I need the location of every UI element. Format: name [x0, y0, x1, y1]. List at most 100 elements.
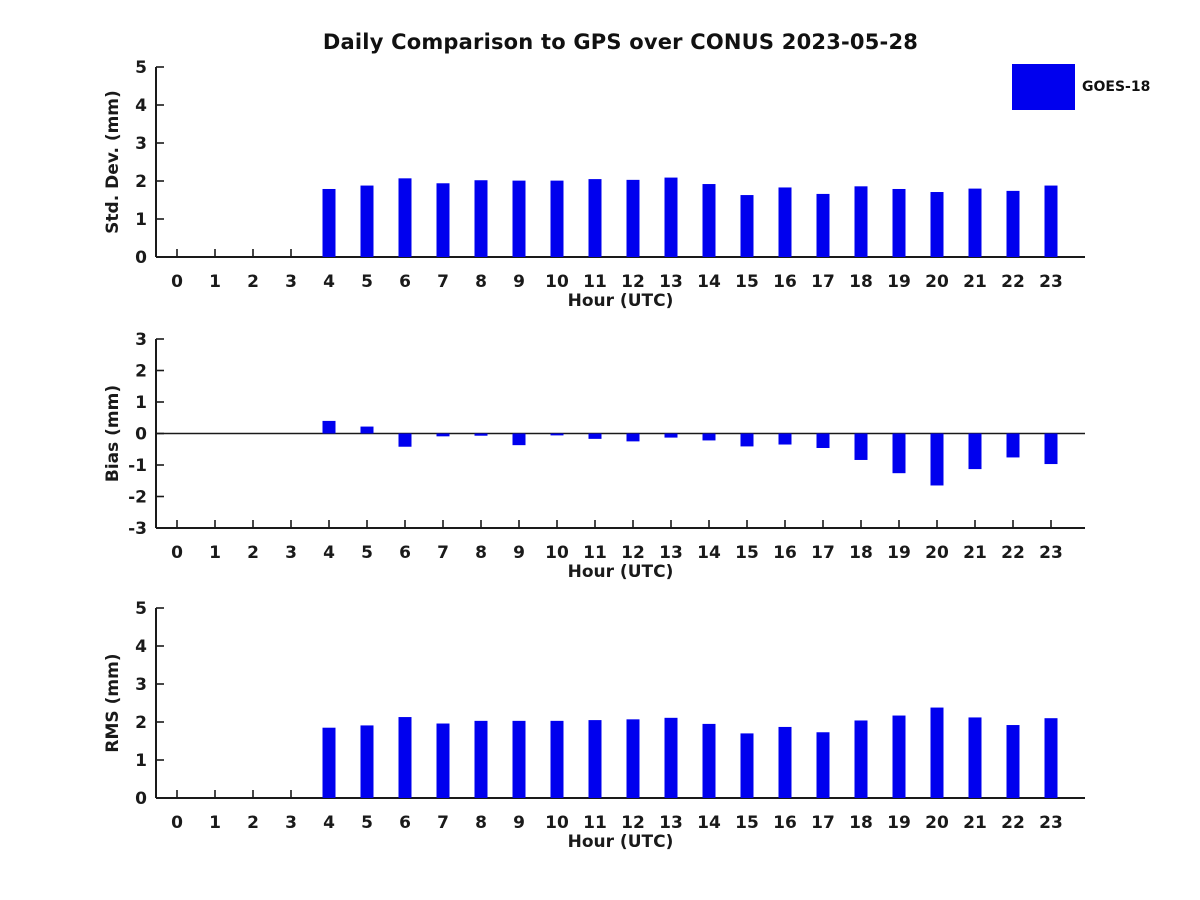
bar-goes-18-h7: [436, 433, 450, 437]
bar-goes-18-h9: [512, 180, 526, 257]
bar-goes-18-h9: [512, 433, 526, 446]
bar-goes-18-h10: [550, 720, 564, 798]
bar-goes-18-h20: [930, 192, 944, 257]
bar-goes-18-h4: [322, 420, 336, 434]
bar-goes-18-h4: [322, 188, 336, 257]
y-tick-label: 5: [135, 58, 147, 78]
x-tick-label: 4: [323, 272, 335, 292]
x-tick-label: 0: [171, 272, 183, 292]
x-tick-label: 7: [437, 272, 449, 292]
x-tick-label: 15: [735, 813, 759, 833]
x-tick-label: 21: [963, 813, 987, 833]
x-tick-label: 12: [621, 813, 645, 833]
x-tick-label: 14: [697, 543, 721, 563]
x-tick-label: 9: [513, 813, 525, 833]
bar-goes-18-h14: [702, 433, 716, 441]
bar-goes-18-h15: [740, 433, 754, 447]
y-axis-label: Std. Dev. (mm): [103, 90, 123, 234]
x-tick-label: 9: [513, 272, 525, 292]
y-axis-label: RMS (mm): [103, 653, 123, 752]
bar-goes-18-h8: [474, 433, 488, 436]
bar-goes-18-h12: [626, 179, 640, 257]
x-tick-label: 5: [361, 813, 373, 833]
x-tick-label: 19: [887, 272, 911, 292]
legend-swatch-goes18: [1012, 64, 1075, 110]
bar-goes-18-h16: [778, 187, 792, 257]
y-tick-label: -3: [128, 519, 147, 539]
x-tick-label: 14: [697, 813, 721, 833]
bar-goes-18-h21: [968, 188, 982, 257]
bar-goes-18-h17: [816, 193, 830, 257]
x-tick-label: 10: [545, 272, 569, 292]
x-axis-label: Hour (UTC): [568, 562, 674, 582]
bar-goes-18-h18: [854, 186, 868, 257]
bar-goes-18-h7: [436, 183, 450, 257]
bar-goes-18-h18: [854, 720, 868, 798]
bar-goes-18-h17: [816, 732, 830, 798]
x-tick-label: 16: [773, 813, 797, 833]
x-tick-label: 21: [963, 272, 987, 292]
bar-goes-18-h16: [778, 433, 792, 445]
bar-goes-18-h12: [626, 433, 640, 442]
bar-goes-18-h15: [740, 733, 754, 798]
bar-goes-18-h14: [702, 184, 716, 257]
legend: GOES-18: [1012, 64, 1150, 110]
bar-goes-18-h13: [664, 433, 678, 438]
x-tick-label: 0: [171, 813, 183, 833]
x-tick-label: 8: [475, 272, 487, 292]
x-tick-label: 7: [437, 813, 449, 833]
x-tick-label: 1: [209, 272, 221, 292]
x-tick-label: 11: [583, 543, 607, 563]
y-tick-label: -1: [128, 456, 147, 476]
y-tick-label: 1: [135, 393, 147, 413]
y-tick-label: 2: [135, 713, 147, 733]
x-tick-label: 23: [1039, 543, 1063, 563]
bar-goes-18-h19: [892, 433, 906, 474]
x-tick-label: 17: [811, 813, 835, 833]
x-tick-label: 1: [209, 543, 221, 563]
x-tick-label: 4: [323, 543, 335, 563]
x-tick-label: 15: [735, 272, 759, 292]
x-tick-label: 2: [247, 813, 259, 833]
chart-title: Daily Comparison to GPS over CONUS 2023-…: [322, 30, 919, 54]
x-tick-label: 3: [285, 272, 297, 292]
x-tick-label: 3: [285, 543, 297, 563]
y-tick-label: 3: [135, 134, 147, 154]
y-tick-label: 4: [135, 637, 147, 657]
x-tick-label: 6: [399, 272, 411, 292]
x-tick-label: 16: [773, 272, 797, 292]
bar-goes-18-h20: [930, 433, 944, 486]
x-tick-label: 19: [887, 543, 911, 563]
x-tick-label: 13: [659, 543, 683, 563]
x-tick-label: 10: [545, 543, 569, 563]
bar-goes-18-h15: [740, 195, 754, 257]
y-tick-label: 0: [135, 248, 147, 268]
x-tick-label: 20: [925, 543, 949, 563]
y-tick-label: 2: [135, 362, 147, 382]
bar-goes-18-h6: [398, 178, 412, 257]
bar-goes-18-h10: [550, 433, 564, 436]
x-tick-label: 13: [659, 813, 683, 833]
x-tick-label: 16: [773, 543, 797, 563]
x-tick-label: 10: [545, 813, 569, 833]
x-axis-label: Hour (UTC): [568, 832, 674, 852]
bar-goes-18-h14: [702, 723, 716, 798]
x-tick-label: 23: [1039, 813, 1063, 833]
bar-goes-18-h22: [1006, 190, 1020, 257]
bar-goes-18-h16: [778, 726, 792, 798]
bar-goes-18-h8: [474, 180, 488, 257]
bar-goes-18-h10: [550, 180, 564, 257]
bar-goes-18-h4: [322, 727, 336, 798]
bar-goes-18-h17: [816, 433, 830, 448]
x-tick-label: 2: [247, 272, 259, 292]
bar-goes-18-h23: [1044, 718, 1058, 798]
bar-goes-18-h11: [588, 720, 602, 798]
bar-goes-18-h5: [360, 185, 374, 257]
x-tick-label: 20: [925, 272, 949, 292]
bar-goes-18-h13: [664, 177, 678, 257]
bar-goes-18-h12: [626, 719, 640, 798]
x-axis-label: Hour (UTC): [568, 291, 674, 311]
x-tick-label: 6: [399, 543, 411, 563]
